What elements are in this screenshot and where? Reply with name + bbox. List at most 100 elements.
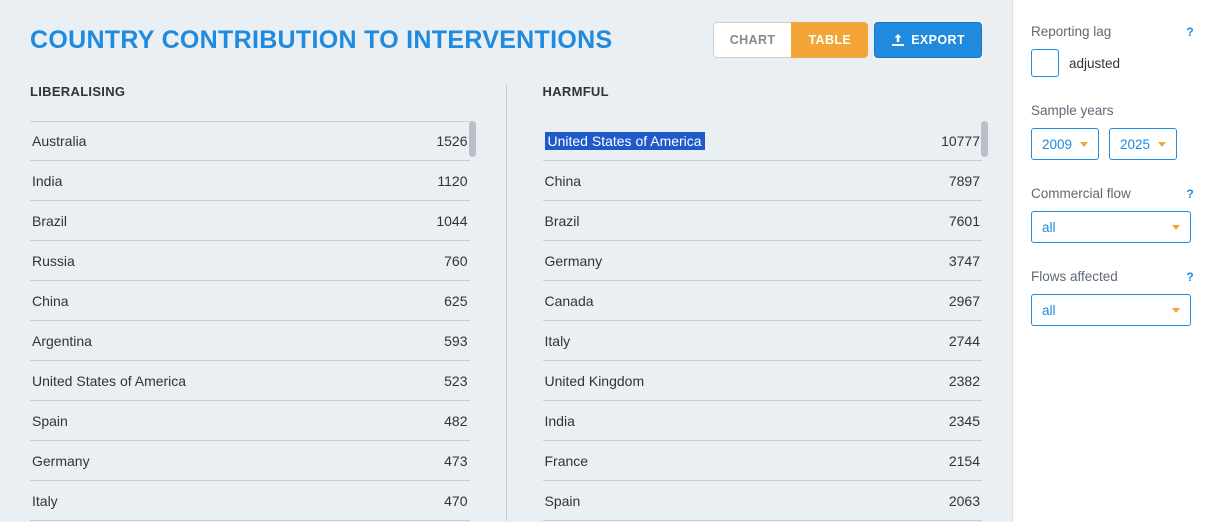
- view-toggle: CHART TABLE: [713, 22, 869, 58]
- country-value: 2967: [949, 293, 980, 309]
- country-value: 482: [444, 413, 467, 429]
- liberalising-list: Australia 1526 India 1120 Brazil 1044 Russia 76…: [30, 121, 470, 521]
- help-icon[interactable]: ?: [1183, 270, 1197, 284]
- table-row[interactable]: Canada 2967: [543, 281, 983, 321]
- sidebar: Reporting lag ? adjusted Sample years 20…: [1012, 0, 1207, 522]
- liberalising-title: LIBERALISING: [30, 84, 470, 99]
- country-value: 760: [444, 253, 467, 269]
- year-to-select[interactable]: 2025: [1109, 128, 1177, 160]
- table-row[interactable]: Spain2063: [543, 481, 983, 521]
- table-row[interactable]: Italy 470: [30, 481, 470, 521]
- country-name: Australia: [32, 133, 86, 149]
- flows-affected-group: Flows affected ? all: [1031, 269, 1197, 326]
- flows-affected-value: all: [1042, 303, 1056, 318]
- country-value: 2345: [949, 413, 980, 429]
- export-icon: [891, 33, 905, 47]
- country-name: Italy: [545, 333, 571, 349]
- main-panel: COUNTRY CONTRIBUTION TO INTERVENTIONS CH…: [0, 0, 1012, 522]
- country-name: China: [545, 173, 582, 189]
- table-row[interactable]: India 1120: [30, 161, 470, 201]
- year-from-select[interactable]: 2009: [1031, 128, 1099, 160]
- table-row[interactable]: France2154: [543, 441, 983, 481]
- country-name: China: [32, 293, 69, 309]
- country-value: 1044: [436, 213, 467, 229]
- country-name: France: [545, 453, 589, 469]
- chevron-down-icon: [1172, 308, 1180, 313]
- country-value: 2744: [949, 333, 980, 349]
- flows-affected-label: Flows affected: [1031, 269, 1118, 284]
- reporting-lag-group: Reporting lag ? adjusted: [1031, 24, 1197, 77]
- commercial-flow-label: Commercial flow: [1031, 186, 1131, 201]
- country-value: 625: [444, 293, 467, 309]
- adjusted-checkbox[interactable]: [1031, 49, 1059, 77]
- country-name: Italy: [32, 493, 58, 509]
- table-row[interactable]: Argentina 593: [30, 321, 470, 361]
- country-name: Canada: [545, 293, 594, 309]
- harmful-title: HARMFUL: [543, 84, 983, 99]
- table-row[interactable]: United Kingdom 2382: [543, 361, 983, 401]
- scrollbar-thumb[interactable]: [469, 121, 476, 157]
- page-title: COUNTRY CONTRIBUTION TO INTERVENTIONS: [30, 26, 612, 55]
- country-value: 1120: [437, 173, 467, 189]
- table-row[interactable]: United States of America 523: [30, 361, 470, 401]
- table-row[interactable]: Brazil 1044: [30, 201, 470, 241]
- commercial-flow-value: all: [1042, 220, 1056, 235]
- country-name: United States of America: [545, 132, 705, 150]
- country-name: Spain: [32, 413, 68, 429]
- table-row[interactable]: Italy 2744: [543, 321, 983, 361]
- country-name: United Kingdom: [545, 373, 645, 389]
- adjusted-label: adjusted: [1069, 56, 1120, 71]
- table-row[interactable]: Russia 760: [30, 241, 470, 281]
- table-row[interactable]: China 7897: [543, 161, 983, 201]
- country-name: Brazil: [32, 213, 67, 229]
- country-value: 473: [444, 453, 467, 469]
- country-value: 470: [444, 493, 467, 509]
- country-name: United States of America: [32, 373, 186, 389]
- table-row[interactable]: Germany 3747: [543, 241, 983, 281]
- commercial-flow-select[interactable]: all: [1031, 211, 1191, 243]
- country-name: Argentina: [32, 333, 92, 349]
- chart-tab[interactable]: CHART: [713, 22, 792, 58]
- toolbar: CHART TABLE EXPORT: [713, 22, 982, 58]
- year-from-value: 2009: [1042, 137, 1072, 152]
- reporting-lag-label: Reporting lag: [1031, 24, 1111, 39]
- table-row[interactable]: Australia 1526: [30, 121, 470, 161]
- country-value: 10777: [941, 133, 980, 149]
- export-button[interactable]: EXPORT: [874, 22, 982, 58]
- country-value: 593: [444, 333, 467, 349]
- sample-years-group: Sample years 2009 2025: [1031, 103, 1197, 160]
- harmful-list: United States of America 10777 China 7897 Br…: [543, 121, 983, 521]
- country-name: Germany: [32, 453, 90, 469]
- commercial-flow-group: Commercial flow ? all: [1031, 186, 1197, 243]
- country-name: India: [32, 173, 62, 189]
- table-row[interactable]: India 2345: [543, 401, 983, 441]
- table-row[interactable]: United States of America 10777: [543, 121, 983, 161]
- country-name: Brazil: [545, 213, 580, 229]
- table-row[interactable]: Germany 473: [30, 441, 470, 481]
- country-value: 7897: [949, 173, 980, 189]
- chevron-down-icon: [1172, 225, 1180, 230]
- table-row[interactable]: Brazil 7601: [543, 201, 983, 241]
- country-value: 2063: [949, 493, 980, 509]
- chevron-down-icon: [1080, 142, 1088, 147]
- country-name: India: [545, 413, 575, 429]
- country-value: 2382: [949, 373, 980, 389]
- help-icon[interactable]: ?: [1183, 187, 1197, 201]
- table-tab[interactable]: TABLE: [791, 22, 868, 58]
- export-label: EXPORT: [911, 33, 965, 47]
- table-row[interactable]: Spain 482: [30, 401, 470, 441]
- help-icon[interactable]: ?: [1183, 25, 1197, 39]
- country-value: 7601: [949, 213, 980, 229]
- scrollbar-thumb[interactable]: [981, 121, 988, 157]
- liberalising-column: LIBERALISING Australia 1526 India 1120 Brazi…: [30, 84, 506, 521]
- flows-affected-select[interactable]: all: [1031, 294, 1191, 326]
- country-name: Russia: [32, 253, 75, 269]
- table-row[interactable]: China 625: [30, 281, 470, 321]
- country-value: 1526: [436, 133, 467, 149]
- country-value: 523: [444, 373, 467, 389]
- country-value: 3747: [949, 253, 980, 269]
- year-to-value: 2025: [1120, 137, 1150, 152]
- chevron-down-icon: [1158, 142, 1166, 147]
- sample-years-label: Sample years: [1031, 103, 1114, 118]
- country-name: Germany: [545, 253, 603, 269]
